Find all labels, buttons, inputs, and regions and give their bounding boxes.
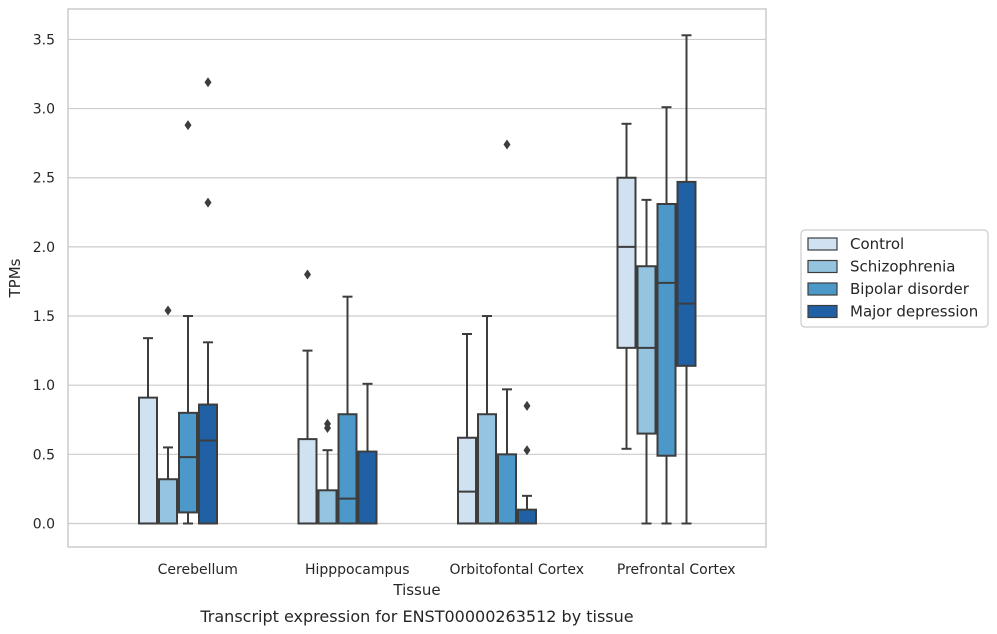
box-1-3 [357, 382, 378, 525]
box-1-2 [337, 295, 358, 525]
outlier-marker [523, 400, 531, 411]
y-tick-label: 1.0 [33, 378, 55, 394]
legend-swatch [807, 304, 838, 319]
legend-swatch [807, 282, 838, 296]
outlier-marker [204, 77, 212, 88]
box-0-1 [158, 305, 178, 525]
box-body [158, 478, 178, 525]
box-body [676, 180, 697, 367]
y-tick-labels: 0.0 0.5 1.0 1.5 2.0 2.5 3.0 3.5 [33, 32, 55, 532]
y-tick-label: 2.0 [33, 240, 55, 256]
box-body [636, 265, 657, 435]
box-body [317, 489, 338, 525]
box-body [497, 453, 517, 525]
y-tick-label: 3.0 [33, 102, 55, 118]
box-body [616, 176, 637, 349]
legend-label: Major depression [850, 303, 978, 321]
outlier-marker [164, 305, 172, 316]
outlier-marker [304, 269, 311, 280]
box-body [517, 508, 537, 525]
box-body [477, 413, 497, 525]
boxes [138, 34, 697, 525]
outlier-marker [184, 120, 192, 131]
legend-label: Bipolar disorder [850, 280, 970, 298]
legend-frame [800, 229, 989, 328]
x-axis-label: Tissue [392, 581, 440, 599]
box-1-1 [317, 418, 338, 525]
box-body [297, 438, 318, 525]
box-body [457, 436, 477, 525]
x-tick-label: Prefrontal Cortex [617, 562, 736, 578]
box-0-0 [138, 337, 158, 525]
box-3-1 [636, 198, 657, 525]
outlier-marker [324, 418, 331, 429]
box-body [357, 450, 378, 525]
box-body [178, 411, 198, 514]
box-2-0 [457, 333, 477, 525]
plot-frame [67, 8, 767, 548]
legend-label: Control [850, 235, 904, 253]
legend: Control Schizophrenia Bipolar disorder Majo… [800, 229, 989, 328]
legend-swatch [807, 237, 838, 251]
box-3-0 [616, 122, 637, 450]
x-tick-label: Hipppocampus [305, 562, 410, 578]
y-tick-label: 3.5 [33, 32, 55, 48]
y-tick-label: 0.0 [33, 516, 55, 532]
box-2-2 [497, 139, 517, 525]
y-tick-label: 0.5 [33, 447, 55, 463]
box-1-0 [297, 269, 318, 525]
box-body [656, 203, 677, 457]
box-3-2 [656, 106, 677, 525]
box-body [337, 413, 358, 525]
x-tick-label: Orbitofontal Cortex [449, 562, 584, 578]
x-tick-label: Cerebellum [158, 562, 238, 578]
x-tick-labels: Cerebellum Hipppocampus Orbitofontal Corte… [158, 562, 736, 578]
box-2-1 [477, 315, 497, 525]
outlier-marker [503, 139, 511, 150]
box-body [138, 396, 158, 525]
legend-label: Schizophrenia [850, 258, 955, 276]
box-2-3 [517, 400, 537, 525]
y-tick-label: 2.5 [33, 171, 55, 187]
chart-caption: Transcript expression for ENST0000026351… [199, 607, 633, 626]
outlier-marker [204, 197, 212, 208]
y-tick-label: 1.5 [33, 309, 55, 325]
box-0-2 [178, 120, 198, 525]
y-axis-label: TPMs [6, 258, 24, 298]
box-body [198, 403, 218, 525]
legend-swatch [807, 259, 838, 274]
box-3-3 [676, 34, 697, 525]
outlier-marker [523, 445, 531, 456]
box-0-3 [198, 77, 218, 525]
